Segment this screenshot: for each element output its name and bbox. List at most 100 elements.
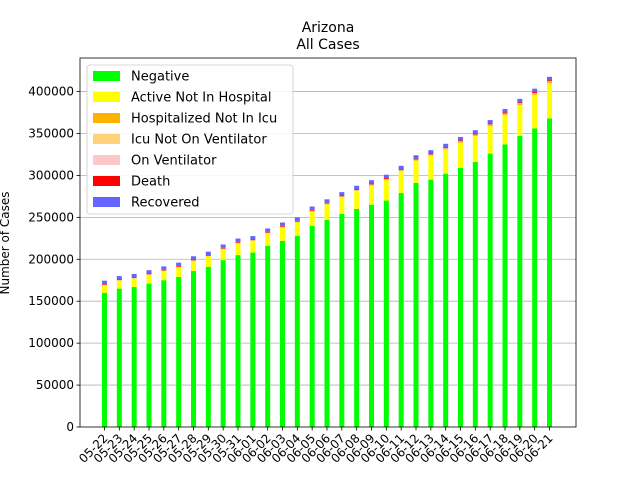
bar-segment [532, 128, 538, 428]
bar-segment [131, 278, 137, 287]
legend-swatch [93, 92, 120, 102]
y-tick-label: 300000 [28, 168, 74, 182]
bar-segment [428, 154, 434, 156]
bar-segment [220, 260, 226, 427]
bar-segment [280, 240, 285, 427]
bar-segment [398, 171, 404, 194]
bar-segment [131, 273, 137, 278]
bar-segment [116, 280, 122, 289]
bar-segment [250, 236, 256, 240]
bar-segment [354, 208, 360, 427]
bar-segment [517, 103, 523, 105]
bar-segment [339, 195, 345, 197]
legend-label: Recovered [131, 196, 200, 211]
bar-segment [472, 135, 478, 136]
legend-swatch [93, 176, 120, 186]
bar-segment [116, 279, 122, 281]
bar-segment [102, 292, 107, 427]
legend-swatch [93, 155, 120, 165]
bar-segment [458, 141, 463, 143]
bar-segment [250, 239, 256, 241]
bar-segment [191, 271, 196, 427]
bar-segment [176, 265, 182, 267]
bar-segment [383, 174, 389, 179]
bar-segment [205, 266, 211, 427]
bar-segment [205, 251, 211, 256]
bar-segment [131, 286, 137, 427]
bar-segment [472, 133, 478, 135]
bar-segment [413, 158, 419, 160]
bar-segment [487, 125, 493, 154]
bar-segment [146, 270, 152, 274]
bar-segment [354, 185, 360, 190]
legend-label: Hospitalized Not In Icu [131, 112, 277, 127]
bar-segment [205, 255, 211, 256]
bar-segment [532, 93, 538, 95]
bar-segment [339, 197, 345, 214]
bar-segment [280, 227, 285, 241]
bar-segment [413, 159, 419, 161]
bar-segment [146, 273, 152, 275]
bar-segment [547, 76, 552, 81]
bar-segment [220, 244, 226, 248]
bar-segment [265, 228, 271, 232]
bar-segment [458, 140, 463, 142]
legend-label: On Ventilator [131, 154, 217, 169]
y-tick-label: 0 [66, 420, 74, 434]
y-axis-label: Number of Cases [0, 191, 12, 294]
y-tick-label: 400000 [28, 85, 74, 99]
bar-segment [443, 148, 449, 150]
bar-segment [220, 247, 226, 249]
bar-segment [369, 184, 374, 186]
bar-segment [369, 204, 374, 427]
bar-segment [280, 222, 285, 226]
y-tick-label: 200000 [28, 252, 74, 266]
bar-segment [161, 280, 167, 427]
legend-swatch [93, 113, 120, 123]
bar-segment [532, 88, 538, 93]
bar-segment [309, 206, 315, 210]
legend-label: Negative [131, 70, 189, 85]
bar-segment [517, 104, 523, 136]
bar-segment [428, 153, 434, 155]
bar-segment [458, 142, 463, 168]
bar-segment [324, 199, 330, 203]
bar-segment [428, 150, 434, 154]
bar-segment [294, 235, 300, 427]
y-tick-label: 50000 [36, 378, 74, 392]
bar-segment [398, 193, 404, 427]
bar-segment [502, 112, 508, 114]
bar-segment [309, 225, 315, 427]
bar-segment [161, 269, 167, 271]
bar-segment [146, 274, 152, 284]
bar-segment [309, 211, 315, 226]
bar-segment [532, 94, 538, 129]
legend-label: Death [131, 175, 170, 190]
bar-segment [443, 147, 449, 149]
bar-segment [398, 169, 404, 171]
bar-segment [131, 277, 137, 279]
bar-segment [146, 283, 152, 427]
bar-segment [502, 115, 508, 145]
bar-segment [443, 173, 449, 427]
bar-segment [354, 189, 360, 190]
legend-swatch [93, 134, 120, 144]
bar-segment [176, 276, 182, 427]
bar-segment [517, 135, 523, 428]
bar-segment [472, 130, 478, 134]
bar-segment [547, 83, 552, 119]
bar-segment [517, 102, 523, 104]
bar-segment [191, 259, 196, 261]
bar-segment [102, 285, 107, 293]
y-tick-label: 150000 [28, 294, 74, 308]
bar-segment [324, 204, 330, 220]
bar-segment [265, 233, 271, 246]
bar-segment [502, 113, 508, 116]
bar-segment [443, 143, 449, 148]
bar-segment [102, 284, 107, 285]
bar-segment [369, 183, 374, 185]
bar-segment [250, 252, 256, 427]
bar-segment [383, 180, 389, 201]
bar-segment [339, 196, 345, 198]
bar-segment [265, 245, 271, 427]
